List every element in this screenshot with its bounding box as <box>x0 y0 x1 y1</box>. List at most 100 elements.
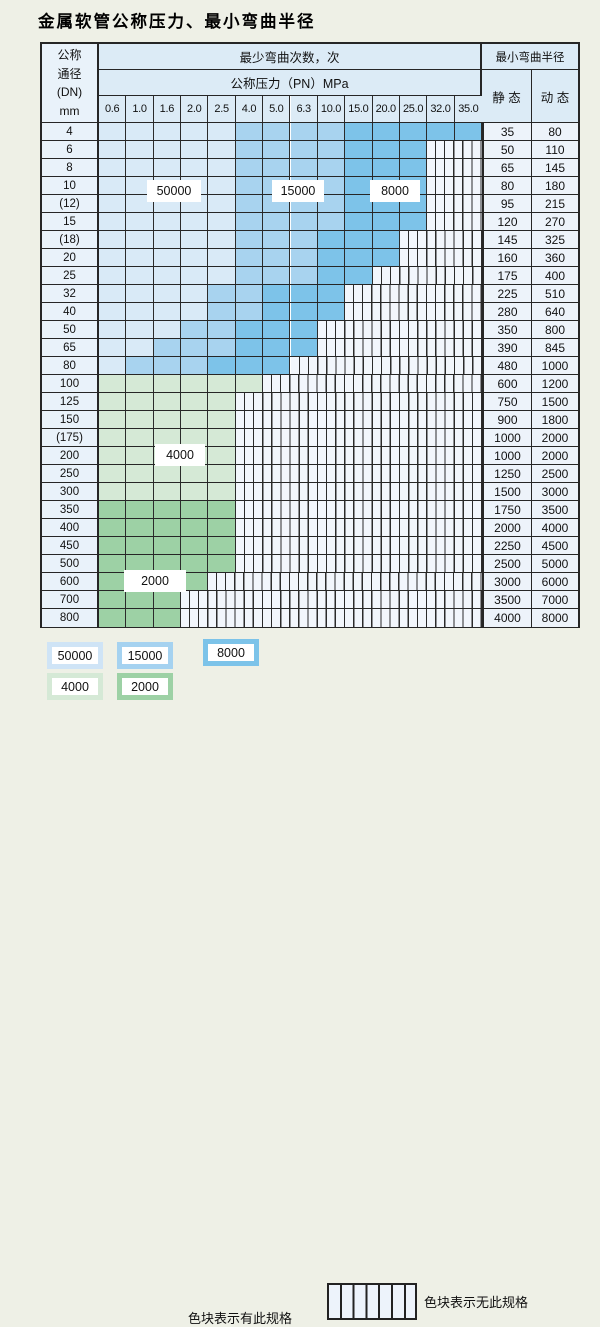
spec-cell <box>181 177 209 194</box>
spec-cell <box>99 321 127 338</box>
pressure-tick: 35.0 <box>454 96 482 122</box>
spec-cell <box>208 357 236 374</box>
spec-cell <box>317 159 346 176</box>
no-spec-cell <box>399 249 482 266</box>
pressure-tick: 15.0 <box>345 96 373 122</box>
spec-cell <box>153 357 182 374</box>
pressure-tick: 20.0 <box>372 96 400 122</box>
spec-cell <box>372 123 400 140</box>
spec-cell <box>235 375 264 392</box>
static-value-cell: 175 <box>482 267 532 284</box>
spec-cell <box>99 429 127 446</box>
spec-cell <box>372 213 400 230</box>
spec-cell <box>126 447 154 464</box>
spec-cell <box>290 177 318 194</box>
spec-cell <box>372 177 400 194</box>
spec-cell <box>99 159 127 176</box>
static-value-cell: 50 <box>482 141 532 158</box>
static-value-cell: 95 <box>482 195 532 212</box>
dn-cell: 20 <box>42 249 99 266</box>
dynamic-value-cell: 5000 <box>532 555 578 572</box>
spec-cell <box>181 213 209 230</box>
no-spec-cell <box>235 501 482 518</box>
dn-cell: 200 <box>42 447 99 464</box>
dn-cell: 32 <box>42 285 99 302</box>
spec-cell <box>126 537 154 554</box>
dn-cell: 800 <box>42 609 99 627</box>
spec-cell <box>126 483 154 500</box>
spec-cell <box>317 123 346 140</box>
static-value-cell: 2250 <box>482 537 532 554</box>
dynamic-value-cell: 4000 <box>532 519 578 536</box>
dn-cell: 350 <box>42 501 99 518</box>
spec-cell <box>99 267 127 284</box>
dn-cell: 25 <box>42 267 99 284</box>
dynamic-value-cell: 1500 <box>532 393 578 410</box>
static-value-cell: 4000 <box>482 609 532 627</box>
table-row: 8 65 145 <box>42 159 578 177</box>
table-row: 65 390 845 <box>42 339 578 357</box>
legend-has-spec-text: 色块表示有此规格 <box>188 1311 293 1326</box>
dn-cell: (12) <box>42 195 99 212</box>
dn-cell: 700 <box>42 591 99 608</box>
static-value-cell: 2000 <box>482 519 532 536</box>
pressure-tick: 5.0 <box>263 96 291 122</box>
spec-cell <box>99 231 127 248</box>
static-value-cell: 1250 <box>482 465 532 482</box>
dynamic-value-cell: 180 <box>532 177 578 194</box>
spec-cell <box>181 195 209 212</box>
spec-cell <box>181 321 209 338</box>
spec-cell <box>126 573 154 590</box>
table-row: 6 50 110 <box>42 141 578 159</box>
table-row: (175) 1000 2000 <box>42 429 578 447</box>
spec-cell <box>235 213 264 230</box>
spec-cell <box>317 195 346 212</box>
spec-cell <box>181 537 209 554</box>
table-row: 50 350 800 <box>42 321 578 339</box>
dynamic-value-cell: 640 <box>532 303 578 320</box>
spec-cell <box>235 267 264 284</box>
spec-cell <box>126 501 154 518</box>
spec-cell <box>99 555 127 572</box>
static-value-cell: 2500 <box>482 555 532 572</box>
dn-cell: 50 <box>42 321 99 338</box>
spec-cell <box>153 231 182 248</box>
dn-cell: 450 <box>42 537 99 554</box>
spec-cell <box>99 303 127 320</box>
table-row: 125 750 1500 <box>42 393 578 411</box>
spec-cell <box>126 555 154 572</box>
spec-cell <box>153 609 182 627</box>
no-spec-cell <box>427 177 482 194</box>
dynamic-value-cell: 145 <box>532 159 578 176</box>
dn-cell: (18) <box>42 231 99 248</box>
pressure-tick: 1.6 <box>153 96 182 122</box>
bend-cycles-header: 最少弯曲次数，次 <box>99 44 482 70</box>
static-column-header: 静 态 <box>482 70 532 122</box>
spec-cell <box>208 393 236 410</box>
spec-cell <box>290 195 318 212</box>
static-value-cell: 1500 <box>482 483 532 500</box>
spec-cell <box>263 177 291 194</box>
spec-cell <box>99 123 127 140</box>
legend-chip: 4000 <box>47 673 103 700</box>
dn-header-line: mm <box>59 103 80 118</box>
spec-cell <box>345 249 373 266</box>
dn-cell: 150 <box>42 411 99 428</box>
spec-cell <box>208 249 236 266</box>
spec-cell <box>263 141 291 158</box>
table-row: 32 225 510 <box>42 285 578 303</box>
legend-chip-label: 2000 <box>122 678 168 695</box>
spec-cell <box>317 177 346 194</box>
table-row: 80 480 1000 <box>42 357 578 375</box>
spec-cell <box>99 609 127 627</box>
no-spec-cell <box>208 573 482 590</box>
spec-cell <box>153 339 182 356</box>
dynamic-value-cell: 7000 <box>532 591 578 608</box>
spec-cell <box>99 213 127 230</box>
no-spec-cell <box>235 411 482 428</box>
spec-cell <box>317 213 346 230</box>
spec-cell <box>235 285 264 302</box>
spec-cell <box>99 537 127 554</box>
spec-cell <box>208 285 236 302</box>
spec-cell <box>399 195 428 212</box>
